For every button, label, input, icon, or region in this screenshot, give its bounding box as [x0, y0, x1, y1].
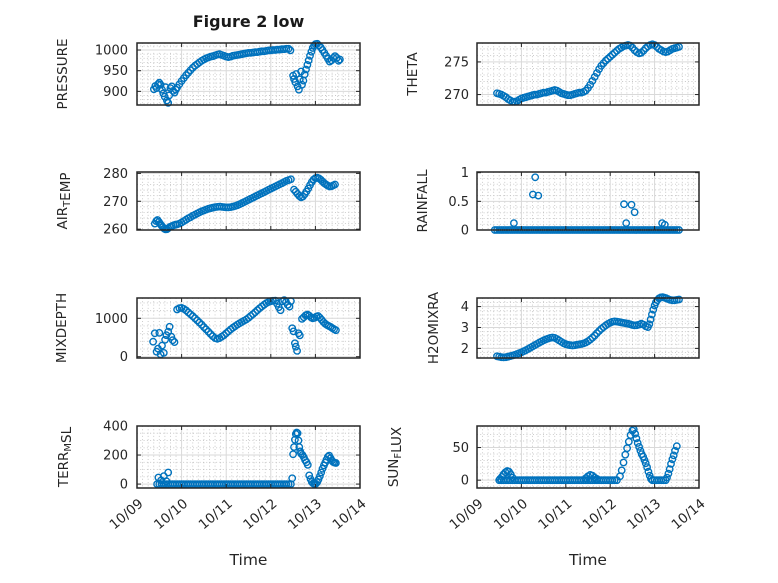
x-tick-label: 10/14	[329, 496, 369, 533]
y-tick-label: 400	[103, 420, 128, 435]
axes-box	[136, 425, 361, 489]
x-tick-label: 10/12	[240, 496, 280, 533]
y-tick-label: 4	[461, 300, 469, 315]
y-tick-label: 0	[120, 478, 128, 493]
y-tick-label: 280	[103, 167, 128, 182]
y-tick-label: 900	[103, 85, 128, 100]
y-tick-label: 1000	[95, 312, 128, 327]
axes-box	[476, 297, 700, 359]
tick-marks	[136, 43, 361, 105]
y-tick-label: 270	[444, 88, 469, 103]
minor-grid	[477, 43, 699, 105]
subplot-sun_flux: 0 50 10/09 10/10 10/11 10/12 10/13 10/14 SUNFLUX	[386, 425, 709, 533]
y-axis-label-theta: THETA	[405, 52, 421, 97]
y-tick-label: 270	[103, 195, 128, 210]
y-axis-label-pressure: PRESSURE	[55, 39, 71, 110]
y-tick-label: 950	[103, 64, 128, 79]
y-tick-label: 0	[461, 474, 469, 489]
x-tick-label: 10/13	[624, 496, 664, 533]
tick-marks	[136, 172, 361, 230]
y-tick-label: 200	[103, 449, 128, 464]
x-tick-label: 10/10	[491, 496, 531, 533]
scatter-markers	[150, 173, 339, 234]
subplot-rainfall: 0 0.5 1 RAINFALL	[415, 166, 700, 239]
tick-marks	[476, 172, 700, 231]
x-tick-label: 10/10	[151, 496, 191, 533]
scatter-markers	[495, 425, 681, 485]
xlabel-time-right: Time	[569, 551, 607, 569]
scatter-markers	[493, 40, 683, 106]
y-tick-label: 1000	[95, 44, 128, 59]
y-tick-label: 275	[444, 55, 469, 70]
subplot-air_temp: 260 270 280 AIRTEMP	[55, 167, 361, 238]
y-tick-label: 0.5	[448, 195, 469, 210]
x-tick-label: 10/13	[285, 496, 325, 533]
subplot-pressure: 900 950 1000 PRESSURE	[55, 39, 361, 110]
minor-grid	[477, 172, 699, 230]
y-axis-label-rainfall: RAINFALL	[415, 169, 431, 232]
tick-marks	[476, 426, 700, 488]
axes-box	[136, 42, 361, 106]
y-axis-label-air_temp: AIRTEMP	[55, 172, 74, 229]
y-tick-label: 0	[120, 350, 128, 365]
axes-box	[476, 425, 700, 489]
y-axis-label-mixdepth: MIXDEPTH	[54, 293, 70, 363]
figure-title: Figure 2 low	[192, 12, 305, 31]
y-tick-label: 3	[461, 321, 469, 336]
minor-grid	[137, 426, 360, 488]
tick-marks	[136, 425, 361, 488]
major-grid	[477, 172, 699, 230]
x-tick-label: 10/11	[535, 496, 575, 533]
y-tick-label: 260	[103, 223, 128, 238]
major-grid	[477, 43, 699, 105]
x-tick-label: 10/09	[446, 496, 486, 533]
x-tick-label: 10/14	[668, 496, 708, 533]
subplot-h2omixra: 2 3 4 H2OMIXRA	[426, 291, 700, 364]
y-tick-label: 0	[461, 224, 469, 239]
x-tick-label: 10/11	[196, 496, 236, 533]
scatter-markers	[149, 296, 340, 359]
y-axis-label-h2omixra: H2OMIXRA	[426, 291, 442, 364]
subplot-theta: 270 275 THETA	[405, 40, 700, 106]
y-tick-label: 50	[452, 441, 469, 456]
y-tick-label: 1	[461, 166, 469, 181]
y-tick-label: 2	[461, 342, 469, 357]
minor-grid	[477, 426, 699, 488]
scatter-markers	[149, 39, 344, 107]
tick-marks	[136, 298, 361, 358]
x-tick-label: 10/09	[106, 496, 146, 533]
xlabel-time-left: Time	[229, 551, 268, 569]
axes-box	[476, 42, 700, 106]
major-grid	[477, 298, 699, 358]
y-axis-label-terr_msl: TERRMSL	[56, 426, 75, 488]
tick-marks	[476, 298, 700, 358]
axes-box	[136, 297, 361, 359]
y-axis-label-sun_flux: SUNFLUX	[386, 427, 405, 487]
subplot-mixdepth: 0 1000 MIXDEPTH	[54, 293, 361, 365]
subplot-terr_msl: 0 200 400 10/09 10/10 10/11 10/12 10/13 10/14 TER…	[56, 420, 370, 534]
x-tick-label: 10/12	[580, 496, 620, 533]
tick-marks	[476, 43, 700, 105]
